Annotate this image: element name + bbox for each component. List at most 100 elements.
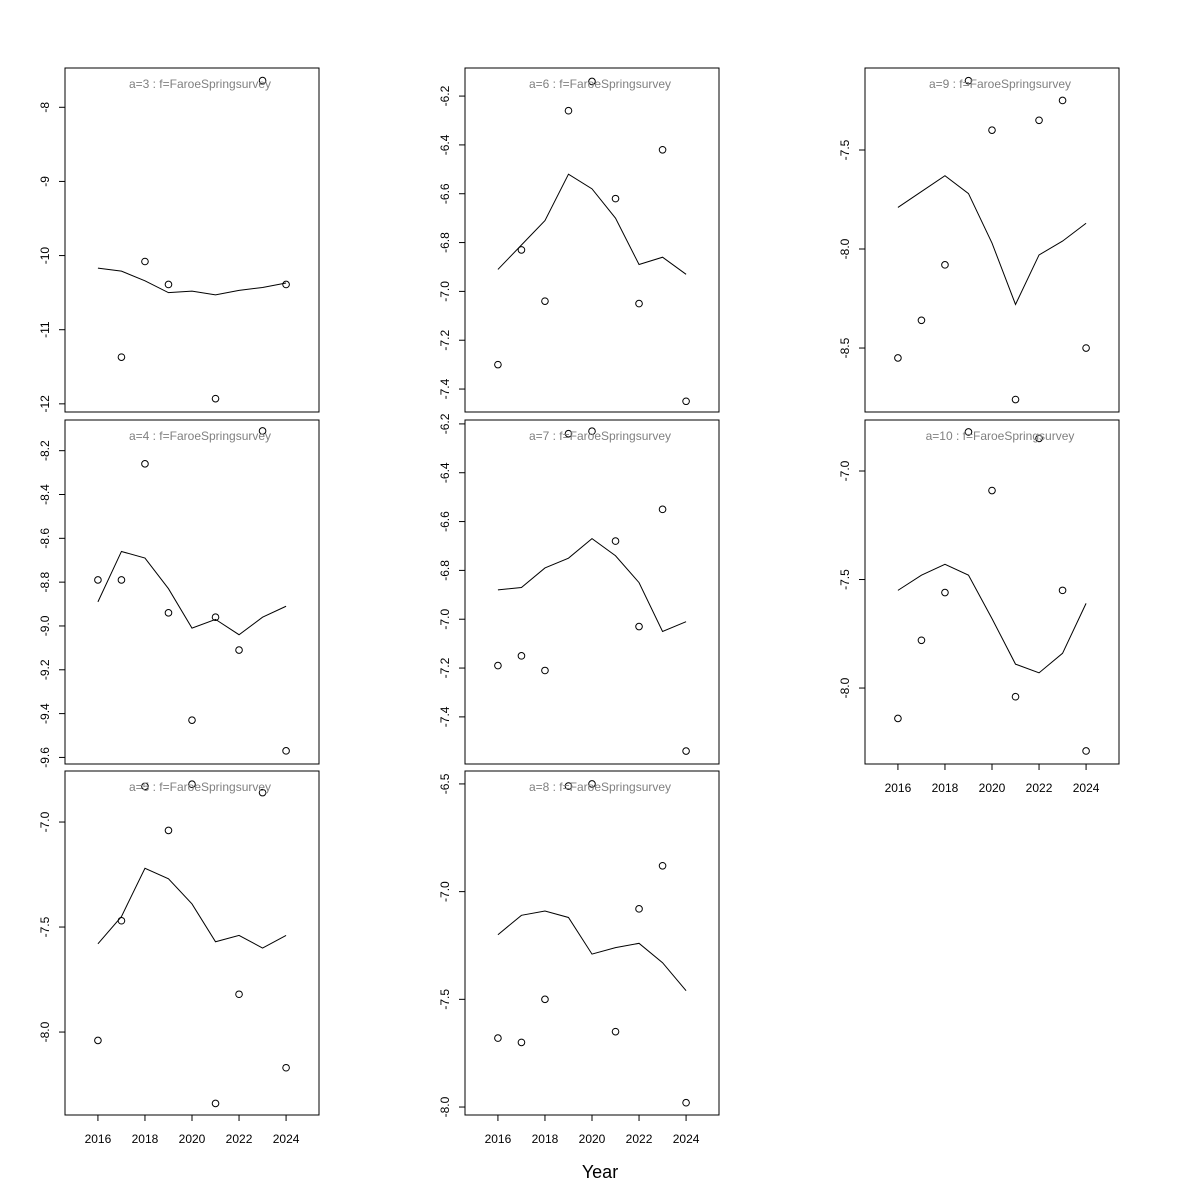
fitted-line: [97, 550, 287, 636]
panel-frame: [864, 67, 1120, 413]
data-point: [258, 76, 267, 85]
data-point: [211, 613, 220, 621]
data-point: [564, 782, 573, 790]
y-tick-label: -12: [38, 395, 52, 413]
x-tick-label: 2020: [579, 1132, 606, 1146]
data-point: [117, 353, 126, 361]
panel-6: -6.5 -7.0 -7.5 -8.0 2016 2018 2020 2022 2024 a=8 …: [438, 770, 720, 1146]
y-tick-label: -7.0: [438, 881, 452, 902]
data-point: [964, 76, 973, 85]
data-point: [541, 995, 549, 1004]
data-point: [517, 652, 526, 660]
data-point: [964, 428, 973, 436]
x-tick-label: 2022: [226, 1132, 253, 1146]
y-tick-label: -7.0: [38, 811, 52, 832]
panel-1: -8 -9 -10 -11 -12 a=3 : f=FaroeSpringsurvey: [38, 67, 320, 413]
x-tick-label: 2022: [626, 1132, 653, 1146]
panel-title: a=4 : f=FaroeSpringsurvey: [129, 429, 271, 443]
data-point: [1082, 747, 1090, 755]
x-tick-label: 2022: [1026, 781, 1053, 795]
y-tick-label: -8.0: [38, 1021, 52, 1042]
data-point: [117, 916, 126, 925]
panel-frame: [64, 419, 320, 765]
y-tick-label: -9.0: [38, 615, 52, 636]
data-point: [1011, 692, 1020, 701]
panel-5: -6.2 -6.4 -6.6 -6.8 -7.0 -7.2 -7.4 a=7 : f=Faro…: [438, 413, 720, 765]
fitted-line: [897, 563, 1087, 674]
data-point: [635, 905, 643, 913]
data-point: [611, 194, 620, 203]
data-point: [682, 1098, 690, 1107]
x-tick-label: 2018: [932, 781, 959, 795]
panel-title: a=9 : f=FaroeSpringsurvey: [929, 77, 1071, 91]
data-point: [635, 622, 643, 631]
data-point: [988, 486, 996, 495]
x-tick-label: 2020: [979, 781, 1006, 795]
y-tick-label: -8: [38, 102, 52, 113]
x-tick-label: 2016: [485, 1132, 512, 1146]
data-point: [517, 246, 526, 254]
data-point: [588, 427, 596, 436]
y-tick-label: -8.0: [838, 677, 852, 698]
panel-frame: [64, 67, 320, 413]
y-tick-label: -6.2: [438, 413, 452, 434]
y-tick-label: -6.6: [438, 511, 452, 532]
y-tick-label: -6.4: [438, 462, 452, 483]
y-tick-label: -6.6: [438, 183, 452, 204]
y-tick-label: -8.4: [38, 484, 52, 505]
y-tick-label: -7.4: [438, 706, 452, 727]
fitted-line: [497, 538, 687, 633]
data-point: [494, 1034, 502, 1042]
panel-title: a=3 : f=FaroeSpringsurvey: [129, 77, 271, 91]
panel-frame: [464, 770, 720, 1116]
y-tick-label: -7.5: [838, 569, 852, 590]
data-point: [494, 360, 502, 369]
panel-title: a=5 : f=FaroeSpringsurvey: [129, 780, 271, 794]
data-point: [658, 505, 667, 514]
data-point: [894, 354, 902, 362]
y-tick-label: -8.0: [438, 1096, 452, 1117]
data-point: [141, 782, 149, 791]
data-point: [1011, 395, 1020, 404]
panel-8: -7.0 -7.5 -8.0 2016 2018 2020 2022 2024 a=10 : f…: [838, 419, 1120, 795]
y-tick-label: -9: [38, 176, 52, 187]
panel-frame: [464, 67, 720, 413]
x-tick-label: 2016: [885, 781, 912, 795]
data-point: [235, 646, 243, 654]
data-point: [988, 126, 996, 134]
data-point: [188, 716, 196, 724]
data-point: [258, 427, 267, 435]
data-point: [164, 609, 173, 617]
y-tick-label: -11: [38, 321, 52, 338]
panel-7: -7.5 -8.0 -8.5 a=9 : f=FaroeSpringsurvey: [838, 67, 1120, 413]
data-point: [141, 257, 149, 266]
panel-frame: [464, 419, 720, 765]
x-tick-label: 2020: [179, 1132, 206, 1146]
data-point: [588, 77, 596, 86]
y-tick-label: -8.2: [38, 440, 52, 461]
panel-2: -8.2 -8.4 -8.6 -8.8 -9.0 -9.2 -9.4 -9.6 a=4 : f=…: [38, 419, 320, 768]
data-point: [941, 261, 949, 269]
y-tick-label: -7.2: [438, 657, 452, 678]
panel-title: a=7 : f=FaroeSpringsurvey: [529, 429, 671, 443]
data-point: [211, 1099, 220, 1108]
data-point: [1058, 96, 1067, 105]
panel-4: -6.2 -6.4 -6.6 -6.8 -7.0 -7.2 -7.4 a=6 : f=Faro…: [438, 67, 720, 413]
y-tick-label: -7.5: [38, 916, 52, 937]
data-point: [188, 780, 196, 789]
data-point: [517, 1038, 526, 1047]
y-tick-label: -8.6: [38, 528, 52, 549]
y-tick-label: -7.5: [838, 139, 852, 160]
fitted-line: [97, 267, 287, 296]
data-point: [917, 636, 926, 645]
y-tick-label: -6.4: [438, 134, 452, 155]
data-point: [658, 145, 667, 154]
y-tick-label: -6.8: [438, 232, 452, 253]
panel-title: a=6 : f=FaroeSpringsurvey: [529, 77, 671, 91]
data-point: [941, 588, 949, 597]
x-tick-label: 2024: [273, 1132, 300, 1146]
fitted-line: [97, 867, 287, 949]
y-tick-label: -7.0: [438, 609, 452, 630]
y-tick-label: -6.2: [438, 85, 452, 106]
